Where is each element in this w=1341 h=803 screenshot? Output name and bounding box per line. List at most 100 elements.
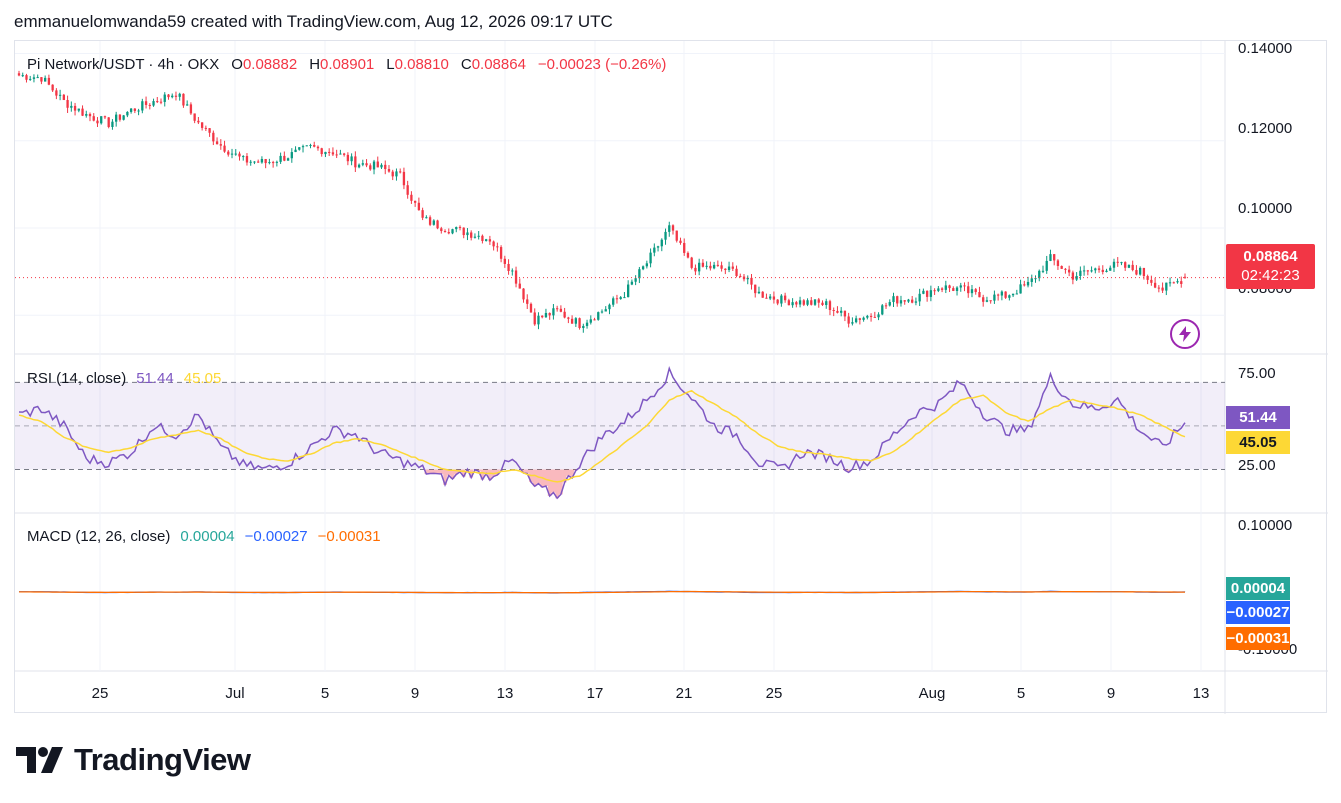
candle-body [171, 95, 174, 98]
candle-body [541, 315, 544, 318]
candle-body [974, 289, 977, 293]
tradingview-logo[interactable]: TradingView [16, 740, 251, 780]
symbol-label[interactable]: Pi Network/USDT · 4h · OKX [27, 56, 220, 73]
candle-body [21, 75, 24, 77]
time-tick-label: 25 [765, 685, 783, 702]
rsi-tick-label: 25.00 [1238, 457, 1276, 474]
candle-body [727, 266, 731, 271]
candle-body [413, 200, 417, 203]
candle-body [933, 290, 936, 292]
candle-body [832, 310, 835, 312]
rsi-last-tag: 51.44 [1226, 406, 1290, 429]
candle-body [507, 263, 510, 271]
rsi-ma-value: 45.05 [183, 370, 222, 387]
candle-body [985, 300, 989, 302]
candle-body [1161, 287, 1164, 291]
chart-canvas[interactable] [15, 41, 1328, 714]
candle-body [896, 296, 899, 304]
candle-body [1082, 270, 1086, 272]
candle-body [376, 161, 379, 168]
price-legend: Pi Network/USDT · 4h · OKX O 0.08882 H 0… [27, 56, 666, 73]
candle-body [761, 291, 764, 298]
candle-body [810, 300, 813, 305]
candle-body [428, 217, 432, 225]
candle-body [275, 161, 279, 163]
candle-body [1026, 281, 1030, 286]
candle-body [716, 264, 720, 266]
chart-frame[interactable]: Pi Network/USDT · 4h · OKX O 0.08882 H 0… [14, 40, 1328, 714]
candle-body [1056, 260, 1060, 266]
candle-body [1142, 267, 1146, 277]
candle-body [589, 319, 592, 323]
candle-body [989, 300, 992, 302]
candle-body [600, 311, 604, 313]
price-tick-label: 0.10000 [1238, 200, 1293, 217]
candle-body [851, 322, 854, 324]
time-tick-label: 13 [496, 685, 514, 702]
candle-body [914, 301, 918, 303]
candle-body [944, 285, 947, 290]
candle-body [772, 296, 776, 300]
high-value: 0.08901 [320, 56, 375, 73]
candle-body [836, 310, 839, 313]
candle-body [701, 262, 705, 267]
candle-body [260, 158, 264, 163]
candle-body [436, 220, 439, 229]
time-tick-label: 17 [586, 685, 604, 702]
candle-body [574, 318, 577, 324]
candle-body [884, 305, 888, 307]
candle-body [1079, 270, 1082, 276]
candle-body [316, 146, 320, 149]
candle-body [320, 148, 323, 155]
rsi-ma-last-tag: 45.05 [1226, 431, 1290, 454]
candle-body [118, 114, 122, 120]
candle-body [918, 293, 921, 302]
macd-label[interactable]: MACD (12, 26, close) [27, 528, 171, 545]
candle-body [866, 315, 869, 318]
candle-body [1053, 254, 1056, 261]
candle-body [675, 230, 678, 241]
candle-body [582, 325, 585, 329]
candle-body [391, 171, 394, 177]
macd-tick-label: 0.10000 [1238, 517, 1293, 534]
candle-body [757, 291, 761, 294]
candle-body [1045, 260, 1048, 271]
candle-body [197, 120, 200, 123]
candle-body [484, 239, 488, 241]
candle-body [238, 153, 241, 157]
candle-body [925, 290, 929, 297]
candle-body [1049, 254, 1052, 261]
candle-body [686, 252, 690, 258]
lightning-icon[interactable] [1170, 319, 1200, 349]
candle-body [623, 297, 626, 299]
candle-body [96, 120, 99, 124]
candle-body [346, 154, 350, 162]
tradingview-wordmark: TradingView [74, 742, 251, 777]
candle-body [51, 84, 54, 91]
candle-body [649, 252, 652, 264]
candle-body [447, 232, 450, 234]
time-tick-label: 9 [410, 685, 420, 702]
candle-body [492, 241, 495, 247]
candle-body [862, 317, 865, 320]
rsi-label[interactable]: RSI (14, close) [27, 370, 127, 387]
candle-body [286, 158, 290, 161]
candle-body [178, 93, 181, 97]
rsi-value: 51.44 [136, 370, 174, 387]
candle-body [514, 270, 518, 284]
candle-body [511, 270, 514, 272]
candle-body [593, 319, 596, 321]
candle-body [77, 108, 80, 111]
candle-body [1138, 267, 1142, 275]
macd-signal-tag: −0.00031 [1226, 627, 1290, 650]
candle-body [335, 154, 338, 156]
candle-body [245, 156, 249, 163]
candle-body [66, 100, 69, 108]
candle-body [1086, 270, 1089, 272]
candle-body [223, 145, 226, 152]
candle-body [70, 105, 73, 108]
time-tick-label: 5 [1016, 685, 1026, 702]
candle-body [55, 90, 58, 96]
candle-body [283, 155, 286, 161]
candle-body [1041, 270, 1045, 272]
